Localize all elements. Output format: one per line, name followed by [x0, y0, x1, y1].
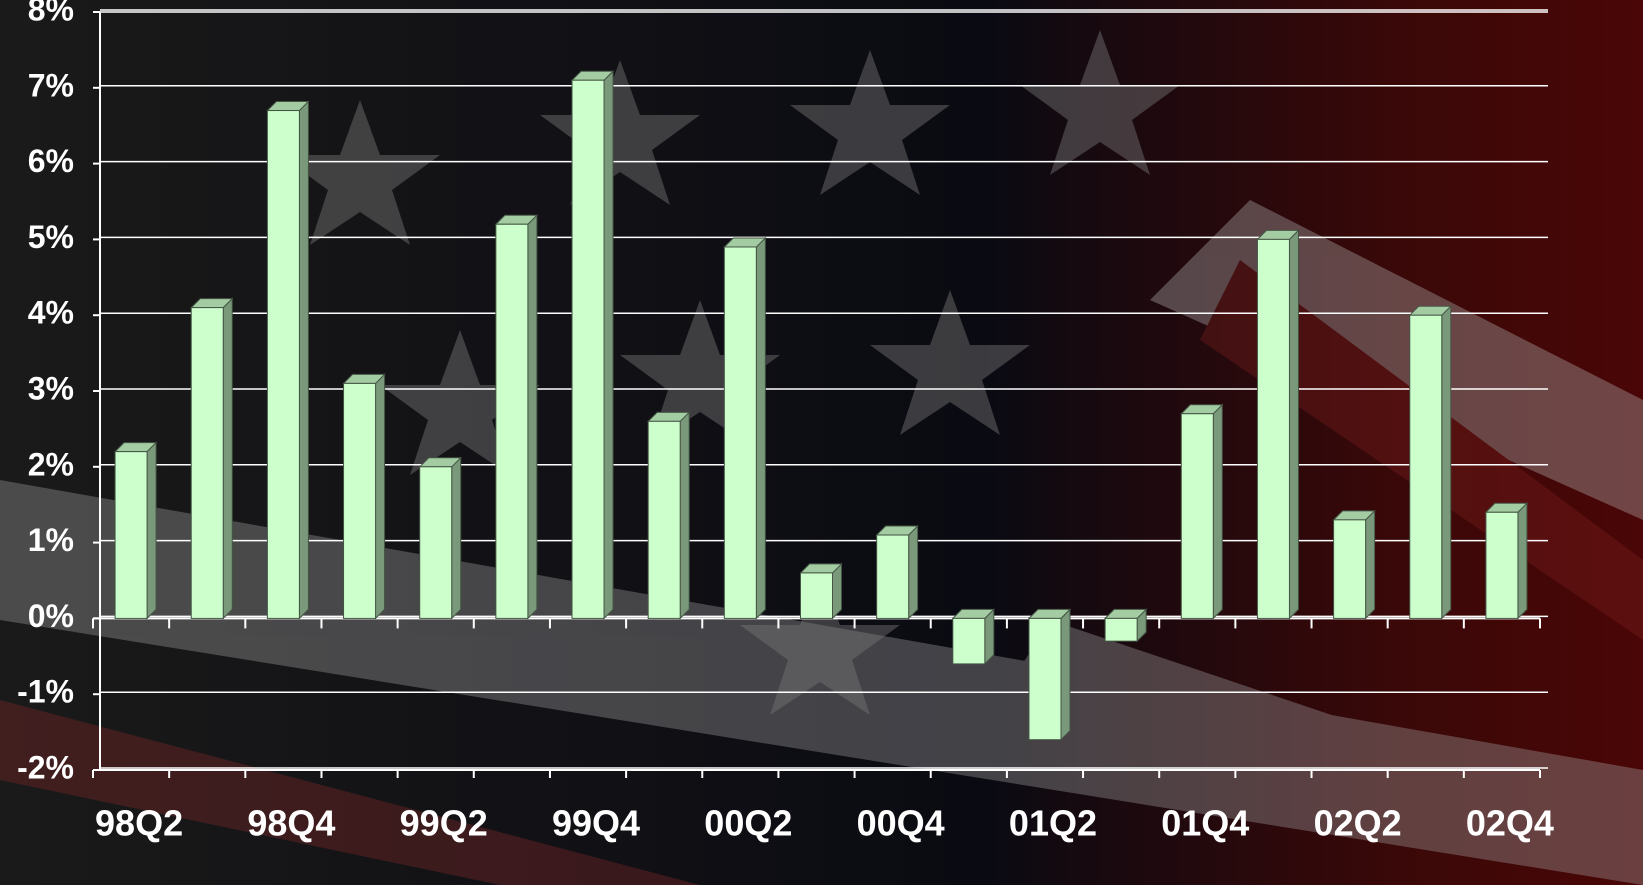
bar-side [298, 100, 309, 620]
bar [647, 420, 681, 619]
bar [1256, 238, 1290, 619]
bar-side [375, 373, 386, 620]
bar-side [146, 441, 157, 620]
bar-side [1060, 608, 1071, 741]
bar-side [603, 70, 614, 620]
bar-side [527, 214, 538, 620]
y-tick-label: 6% [28, 143, 74, 179]
y-tick-label: -1% [17, 674, 74, 710]
x-tick-label: 02Q2 [1314, 803, 1402, 844]
x-tick-label: 99Q4 [552, 803, 640, 844]
bar [1180, 413, 1214, 619]
bar-side [1365, 509, 1376, 620]
y-tick-label: 0% [28, 598, 74, 634]
bar [800, 572, 833, 619]
bar [1409, 314, 1443, 619]
x-tick-label: 99Q2 [400, 803, 488, 844]
bar [876, 534, 910, 619]
stars [280, 30, 1180, 715]
y-tick-label: 4% [28, 295, 74, 331]
y-tick-label: 1% [28, 522, 74, 558]
bar [266, 110, 300, 619]
bar [1028, 617, 1062, 741]
y-tick-label: 3% [28, 370, 74, 406]
x-tick-label: 00Q2 [704, 803, 792, 844]
bar [343, 382, 377, 619]
bar [952, 617, 986, 665]
y-tick-label: 7% [28, 67, 74, 103]
bar-side [908, 524, 919, 620]
bar-side [1212, 403, 1223, 620]
bar [114, 451, 148, 619]
bar [419, 466, 453, 619]
bar-side [1288, 229, 1299, 620]
x-tick-label: 02Q4 [1466, 803, 1554, 844]
bar-side [679, 411, 690, 620]
y-tick-label: 5% [28, 219, 74, 255]
bar-side [1441, 304, 1452, 620]
bar-side [222, 297, 233, 620]
bar [1104, 617, 1138, 642]
bar-side [1517, 502, 1528, 620]
bar-side [755, 236, 766, 620]
bar-side [451, 456, 462, 620]
x-tick-label: 98Q4 [247, 803, 335, 844]
x-tick-label: 01Q2 [1009, 803, 1097, 844]
bar [723, 246, 757, 619]
x-tick-label: 00Q4 [857, 803, 945, 844]
bar [495, 223, 529, 619]
bar [1333, 519, 1367, 619]
y-tick-label: 2% [28, 446, 74, 482]
x-tick-label: 01Q4 [1161, 803, 1249, 844]
y-tick-label: -2% [17, 749, 74, 785]
bar [571, 79, 605, 619]
bar [190, 307, 224, 619]
y-tick-label: 8% [28, 0, 74, 27]
x-tick-label: 98Q2 [95, 803, 183, 844]
bar [1485, 511, 1519, 619]
